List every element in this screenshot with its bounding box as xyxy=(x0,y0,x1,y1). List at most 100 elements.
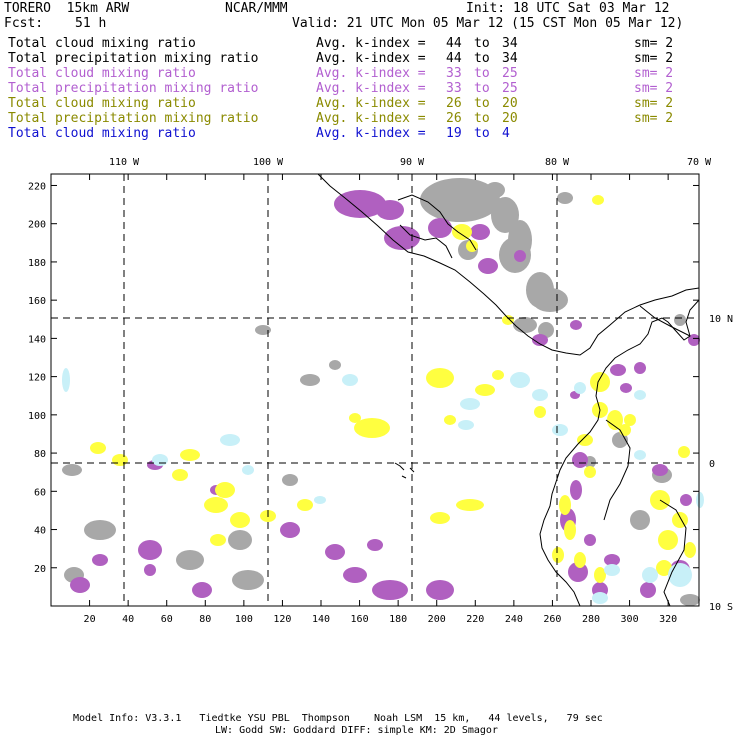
gray-field-blob xyxy=(84,520,116,540)
y-tick-label: 40 xyxy=(34,526,46,537)
kindex-high: 44 xyxy=(446,36,462,51)
kindex-low: 34 xyxy=(502,36,518,51)
yellow-field-blob xyxy=(180,449,200,461)
x-tick-label: 60 xyxy=(161,614,173,625)
purple-field-blob xyxy=(572,452,588,468)
gray-field-blob xyxy=(513,317,537,333)
longitude-label: 110 W xyxy=(109,157,140,168)
cyan-field-blob xyxy=(592,592,608,604)
purple-field-blob xyxy=(144,564,156,576)
purple-field-blob xyxy=(640,582,656,598)
cyan-field-blob xyxy=(510,372,530,388)
yellow-field-blob xyxy=(656,560,672,576)
yellow-field-blob xyxy=(172,469,188,481)
x-tick-label: 180 xyxy=(389,614,407,625)
yellow-field-blob xyxy=(502,315,514,325)
map-frame xyxy=(50,173,700,607)
yellow-field-blob xyxy=(584,466,596,478)
cyan-field-blob xyxy=(458,420,474,430)
x-tick-label: 280 xyxy=(582,614,600,625)
valid-time: Valid: 21 UTC Mon 05 Mar 12 (15 CST Mon … xyxy=(292,16,684,31)
gray-field-blob xyxy=(62,464,82,476)
yellow-field-blob xyxy=(678,446,690,458)
cyan-field-blob xyxy=(642,567,658,583)
yellow-field-blob xyxy=(564,520,576,540)
field-name: Total cloud mixing ratio xyxy=(8,126,196,141)
org-label: NCAR/MMM xyxy=(225,1,288,16)
model-info-line: Model Info: V3.3.1 Tiedtke YSU PBL Thomp… xyxy=(73,713,603,724)
kindex-to: to xyxy=(474,51,490,66)
purple-field-blob xyxy=(372,580,408,600)
x-tick-label: 40 xyxy=(122,614,134,625)
border-peru-brazil xyxy=(659,499,687,607)
y-tick-label: 160 xyxy=(28,296,46,307)
purple-field-blob xyxy=(570,320,582,330)
kindex-low: 25 xyxy=(502,66,518,81)
coastline-central-america xyxy=(317,173,700,356)
x-tick-label: 100 xyxy=(235,614,253,625)
purple-field-blob xyxy=(426,580,454,600)
purple-field-blob xyxy=(688,334,700,346)
purple-field-blob xyxy=(680,494,692,506)
purple-field-blob xyxy=(376,200,404,220)
yellow-field-blob xyxy=(112,454,128,466)
yellow-field-blob xyxy=(552,547,564,563)
cyan-field-blob xyxy=(460,398,480,410)
gray-field-blob xyxy=(674,314,686,326)
purple-field-blob xyxy=(280,522,300,538)
yellow-field-blob xyxy=(594,567,606,583)
kindex-to: to xyxy=(474,36,490,51)
purple-field-blob xyxy=(620,383,632,393)
x-tick-label: 120 xyxy=(273,614,291,625)
yellow-field-blob xyxy=(452,224,472,240)
gray-field-blob xyxy=(630,510,650,530)
cloud-field-layer xyxy=(62,178,704,606)
y-tick-label: 20 xyxy=(34,564,46,575)
gray-field-blob xyxy=(228,530,252,550)
kindex-label: Avg. k-index = xyxy=(316,81,434,96)
yellow-field-blob xyxy=(684,542,696,558)
x-tick-label: 220 xyxy=(466,614,484,625)
purple-field-blob xyxy=(325,544,345,560)
yellow-field-blob xyxy=(349,413,361,423)
yellow-field-blob xyxy=(444,415,456,425)
kindex-high: 33 xyxy=(446,81,462,96)
kindex-label: Avg. k-index = xyxy=(316,51,434,66)
kindex-to: to xyxy=(474,66,490,81)
forecast-label: Fcst: xyxy=(4,16,44,31)
purple-field-blob xyxy=(604,554,620,566)
gray-field-blob xyxy=(329,360,341,370)
purple-field-blob xyxy=(652,464,668,476)
yellow-field-blob xyxy=(475,384,495,396)
y-tick-label: 80 xyxy=(34,449,46,460)
border-guatemala xyxy=(397,194,477,251)
purple-field-blob xyxy=(532,334,548,346)
cyan-field-blob xyxy=(634,450,646,460)
y-tick-label: 220 xyxy=(28,181,46,192)
smoothing-label: sm= 2 xyxy=(634,81,674,96)
purple-field-blob xyxy=(334,190,386,218)
yellow-field-blob xyxy=(466,240,478,252)
cyan-field-blob xyxy=(62,368,70,392)
coastline-layer xyxy=(317,173,700,607)
x-tick-label: 300 xyxy=(621,614,639,625)
x-tick-label: 20 xyxy=(84,614,96,625)
cyan-field-blob xyxy=(314,496,326,504)
cyan-field-blob xyxy=(220,434,240,446)
gray-field-blob xyxy=(255,325,271,335)
field-name: Total cloud mixing ratio xyxy=(8,96,196,111)
physics-info-line: LW: Godd SW: Goddard DIFF: simple KM: 2D… xyxy=(215,725,498,736)
coastline-caribbean xyxy=(639,305,691,337)
kindex-to: to xyxy=(474,111,490,126)
yellow-field-blob xyxy=(607,410,623,430)
smoothing-label: sm= 2 xyxy=(634,111,674,126)
yellow-field-blob xyxy=(658,530,678,550)
latitude-label: 10 S xyxy=(709,602,733,613)
smoothing-label: sm= 2 xyxy=(634,96,674,111)
kindex-to: to xyxy=(474,126,490,141)
purple-field-blob xyxy=(428,218,452,238)
kindex-high: 33 xyxy=(446,66,462,81)
yellow-field-blob xyxy=(230,512,250,528)
purple-field-blob xyxy=(192,582,212,598)
purple-field-blob xyxy=(470,224,490,240)
